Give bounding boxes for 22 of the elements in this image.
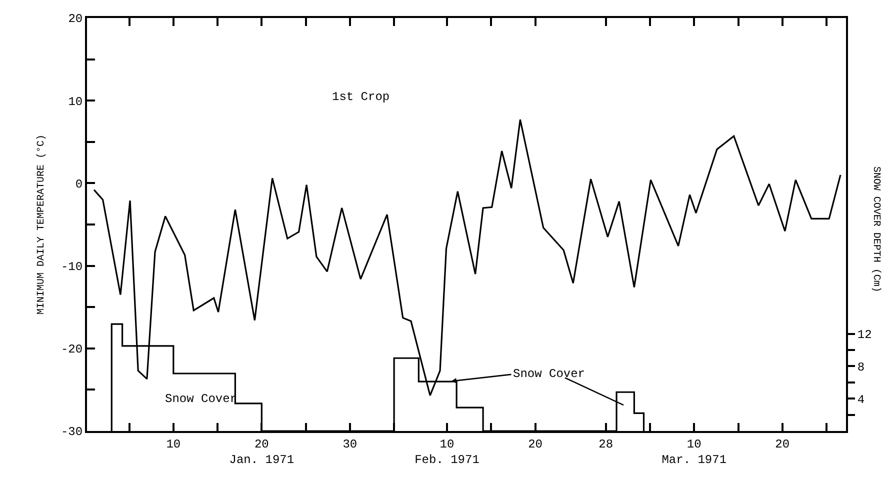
x-tick-label: 28 [598,437,614,452]
y2-tick-label: 4 [857,392,865,407]
x-tick-label: 10 [166,437,181,452]
annotation: Snow Cover [513,367,586,381]
y-tick-label: 0 [75,177,83,192]
y2-tick-label: 8 [857,360,865,374]
x-tick-label: 20 Jan. 1971 [229,437,294,467]
x-tick-label: 20 [528,437,542,452]
y-tick-label: 10 [68,94,83,109]
y-axis-title: MINIMUM DAILY TEMPERATURE (°C) [35,134,48,315]
x-tick-label: 10 Feb. 1971 [414,437,480,467]
x-tick-label: 30 [342,437,358,452]
x-tick-label: 20 [775,437,790,452]
y-tick-label: -20 [60,342,83,357]
annotation: Snow Cover [165,392,238,406]
x-tick-label: 10 Mar. 1971 [662,437,727,467]
y-tick-label: -30 [60,425,83,440]
y-tick-label: 20 [68,12,83,26]
y2-axis-title: SNOW COVER DEPTH (Cm) [870,166,882,292]
y2-tick-label: 12 [857,328,872,342]
y-tick-label: -10 [60,260,83,274]
annotation: 1st Crop [332,90,390,104]
